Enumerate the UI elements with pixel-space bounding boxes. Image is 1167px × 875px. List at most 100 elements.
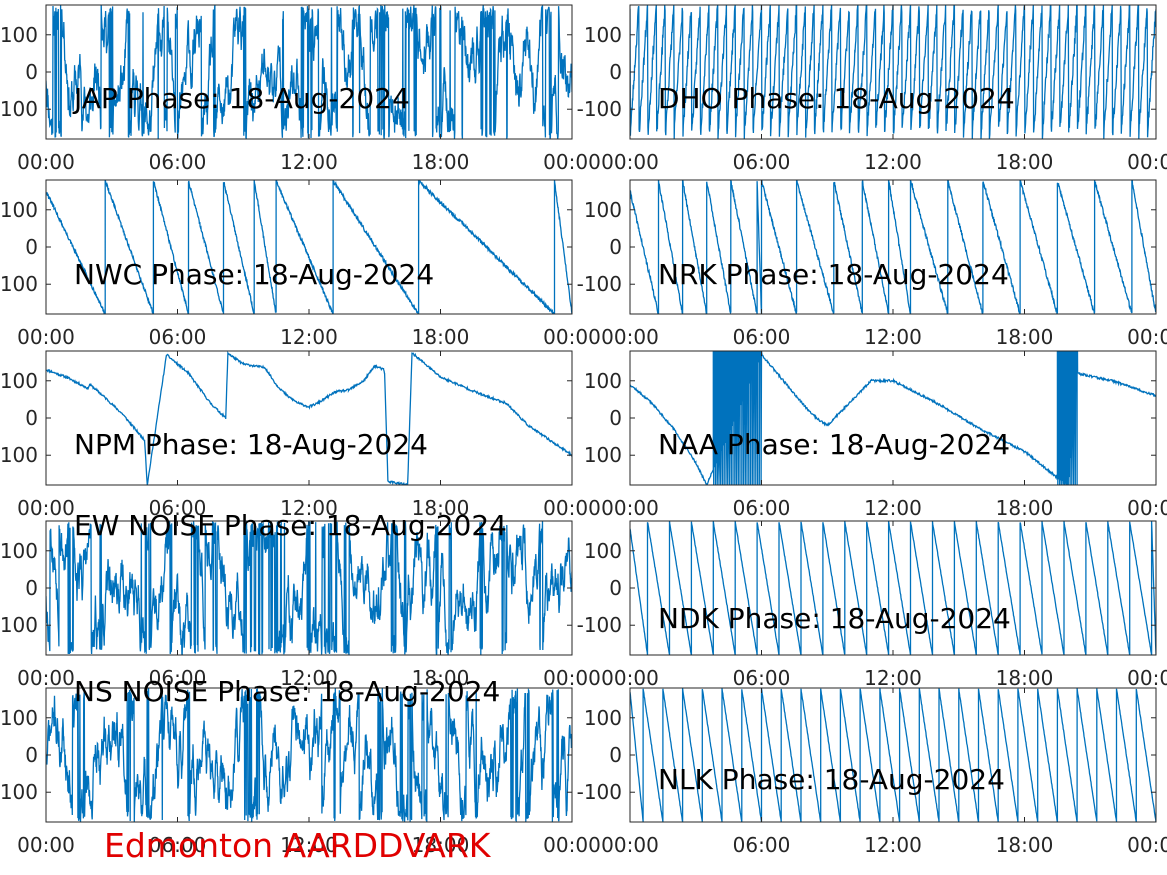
panel-0: 100 0 100 00:00 06:00 12:00 18:00 00:00 JAP Phas…: [0, 4, 601, 174]
panel-8: 100 0 100 00:00 06:00 12:00 18:00 00:00 NS NOISE…: [0, 675, 601, 857]
axes-box-4: [45, 350, 573, 486]
ytick-label-9-1: 0: [609, 743, 622, 767]
ytick-label-1-1: 0: [609, 60, 622, 84]
panel-title-6: EW NOISE Phase: 18-Aug-2024: [74, 509, 507, 542]
xtick-label-7-1: 06:00: [733, 666, 791, 690]
xtick-label-0-2: 12:00: [280, 150, 338, 174]
panel-6: 100 0 100 00:00 06:00 12:00 18:00 00:00 EW NOISE…: [0, 509, 601, 690]
xtick-label-3-3: 18:00: [996, 325, 1054, 349]
ytick-label-9-0: -100: [577, 780, 622, 804]
xtick-label-6-3: 18:00: [412, 666, 470, 690]
xtick-label-1-2: 12:00: [864, 150, 922, 174]
panel-title-5: NAA Phase: 18-Aug-2024: [658, 428, 1010, 461]
xtick-label-4-1: 06:00: [149, 496, 207, 520]
panel-title-7: NDK Phase: 18-Aug-2024: [658, 602, 1011, 635]
panel-title-9: NLK Phase: 18-Aug-2024: [658, 763, 1005, 796]
xtick-label-9-4: 00:00: [1127, 833, 1167, 857]
xtick-label-7-2: 12:00: [864, 666, 922, 690]
ytick-label-2-0: 100: [0, 272, 38, 296]
ytick-label-6-0: 100: [0, 613, 38, 637]
ytick-label-7-0: -100: [577, 613, 622, 637]
xtick-label-9-1: 06:00: [733, 833, 791, 857]
panel-2: 100 0 100 00:00 06:00 12:00 18:00 00:00 NWC Phas…: [0, 179, 601, 349]
xtick-label-5-0: 00:00: [601, 496, 659, 520]
axes-box-2: [45, 179, 573, 315]
xtick-label-1-0: 00:00: [601, 150, 659, 174]
ytick-label-8-2: 100: [0, 706, 38, 730]
ytick-label-5-1: 0: [609, 406, 622, 430]
panel-title-2: NWC Phase: 18-Aug-2024: [74, 258, 434, 291]
ytick-label-6-1: 0: [25, 576, 38, 600]
panel-title-4: NPM Phase: 18-Aug-2024: [74, 428, 428, 461]
xtick-label-9-2: 12:00: [864, 833, 922, 857]
xtick-label-8-0: 00:00: [17, 833, 75, 857]
xtick-label-4-2: 12:00: [280, 496, 338, 520]
panel-1: -100 0 100 00:00 06:00 12:00 18:00 00:00 DHO Pha…: [577, 4, 1167, 174]
xtick-label-0-1: 06:00: [149, 150, 207, 174]
ytick-label-1-2: 100: [584, 23, 622, 47]
ytick-label-0-0: 100: [0, 97, 38, 121]
xtick-label-7-0: 00:00: [601, 666, 659, 690]
series-line-6: [46, 521, 572, 655]
ytick-label-8-1: 0: [25, 743, 38, 767]
xtick-label-2-2: 12:00: [280, 325, 338, 349]
xtick-label-0-3: 18:00: [412, 150, 470, 174]
panel-title-1: DHO Phase: 18-Aug-2024: [658, 82, 1015, 115]
footer-title: Edmonton AARDDVARK: [104, 826, 491, 865]
ytick-label-5-2: 100: [584, 369, 622, 393]
panel-title-8: NS NOISE Phase: 18-Aug-2024: [74, 675, 500, 708]
xtick-label-8-3: 18:00: [412, 833, 470, 857]
xtick-label-8-2: 12:00: [280, 833, 338, 857]
xtick-label-6-1: 06:00: [149, 666, 207, 690]
axes-box-3: [629, 179, 1157, 315]
xtick-label-5-2: 12:00: [864, 496, 922, 520]
xtick-label-1-4: 00:00: [1127, 150, 1167, 174]
xtick-label-2-0: 00:00: [17, 325, 75, 349]
xtick-label-3-4: 00:00: [1127, 325, 1167, 349]
panel-7: -100 0 100 00:00 06:00 12:00 18:00 00:00 NDK Pha…: [577, 520, 1167, 690]
panel-title-0: JAP Phase: 18-Aug-2024: [72, 82, 410, 115]
xtick-label-1-1: 06:00: [733, 150, 791, 174]
panel-5: 100 0 100 00:00 06:00 12:00 18:00 00:00 NAA Phas…: [584, 350, 1167, 520]
xtick-label-4-3: 18:00: [412, 496, 470, 520]
ytick-label-4-0: 100: [0, 443, 38, 467]
series-line-5: [630, 351, 1156, 485]
xtick-label-7-4: 00:00: [1127, 666, 1167, 690]
xtick-label-2-1: 06:00: [149, 325, 207, 349]
xtick-label-8-1: 06:00: [149, 833, 207, 857]
xtick-label-0-0: 00:00: [17, 150, 75, 174]
xtick-label-5-1: 06:00: [733, 496, 791, 520]
ytick-label-8-0: 100: [0, 780, 38, 804]
xtick-label-2-3: 18:00: [412, 325, 470, 349]
xtick-label-8-4: 00:00: [543, 833, 601, 857]
ytick-label-2-2: 100: [0, 198, 38, 222]
panel-9: -100 0 100 00:00 06:00 12:00 18:00 00:00 NLK Pha…: [577, 687, 1167, 857]
series-line-2: [46, 180, 572, 314]
panel-title-3: NRK Phase: 18-Aug-2024: [658, 258, 1009, 291]
series-line-4: [46, 351, 572, 485]
xtick-label-6-0: 00:00: [17, 666, 75, 690]
panel-4: 100 0 100 00:00 06:00 12:00 18:00 00:00 NPM Phas…: [0, 350, 601, 520]
xtick-label-9-0: 00:00: [601, 833, 659, 857]
series-line-0: [46, 5, 572, 139]
xtick-label-9-3: 18:00: [996, 833, 1054, 857]
series-line-1: [630, 5, 1156, 139]
xtick-label-1-3: 18:00: [996, 150, 1054, 174]
ytick-label-0-1: 0: [25, 60, 38, 84]
ytick-label-0-2: 100: [0, 23, 38, 47]
xtick-label-7-3: 18:00: [996, 666, 1054, 690]
xtick-label-3-2: 12:00: [864, 325, 922, 349]
series-line-3: [630, 180, 1156, 314]
ytick-label-1-0: -100: [577, 97, 622, 121]
panel-3: -100 0 100 00:00 06:00 12:00 18:00 00:00 NRK Pha…: [577, 179, 1167, 349]
ytick-label-3-1: 0: [609, 235, 622, 259]
ytick-label-2-1: 0: [25, 235, 38, 259]
xtick-label-4-0: 00:00: [17, 496, 75, 520]
ytick-label-9-2: 100: [584, 706, 622, 730]
series-line-9: [630, 688, 1156, 822]
xtick-label-3-0: 00:00: [601, 325, 659, 349]
xtick-label-6-4: 00:00: [543, 666, 601, 690]
xtick-label-4-4: 00:00: [543, 496, 601, 520]
xtick-label-2-4: 00:00: [543, 325, 601, 349]
xtick-label-5-3: 18:00: [996, 496, 1054, 520]
